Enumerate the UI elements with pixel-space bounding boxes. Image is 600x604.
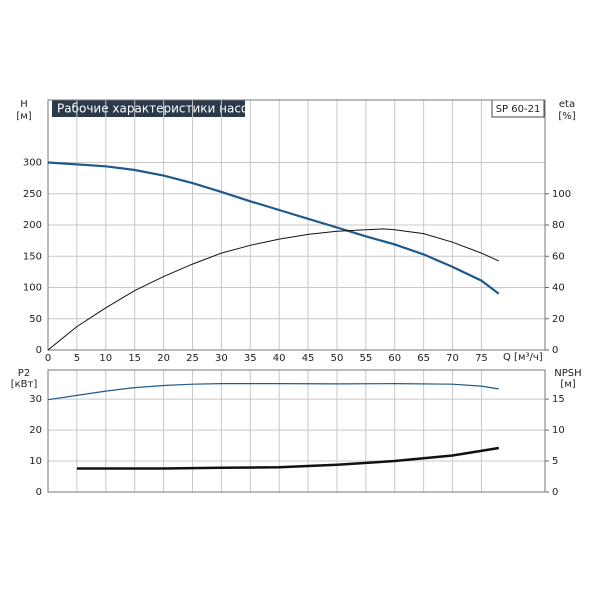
curve (76, 446, 499, 470)
x-tick-label: 45 (302, 353, 315, 364)
x-tick-label: 10 (99, 353, 112, 364)
y2-tick-label: 10 (552, 425, 565, 436)
x-tick-label: 5 (74, 353, 80, 364)
y-tick-label: 0 (36, 487, 42, 498)
y2-axis-label: eta (559, 99, 575, 110)
y-axis-unit: [м] (16, 111, 31, 122)
y2-tick-label: 100 (552, 189, 571, 200)
y2-tick-label: 15 (552, 394, 565, 405)
y-tick-label: 20 (29, 425, 42, 436)
y2-tick-label: 20 (552, 314, 565, 325)
y-tick-label: 50 (29, 314, 42, 325)
x-tick-label: 0 (45, 353, 51, 364)
chart-title: Рабочие характеристики насоса (57, 102, 262, 116)
plot-frame (47, 369, 546, 493)
y-tick-label: 250 (23, 189, 42, 200)
x-axis-label: Q [м³/ч] (503, 352, 543, 363)
curve (47, 228, 500, 351)
y-tick-label: 100 (23, 283, 42, 294)
x-tick-label: 50 (331, 353, 344, 364)
y2-tick-label: 40 (552, 283, 565, 294)
y-tick-label: 200 (23, 220, 42, 231)
x-tick-label: 55 (359, 353, 372, 364)
y-axis-label: H (20, 99, 28, 110)
curve (47, 382, 499, 401)
x-tick-label: 20 (157, 353, 170, 364)
y-tick-label: 150 (23, 251, 42, 262)
x-tick-label: 15 (128, 353, 141, 364)
x-tick-label: 30 (215, 353, 228, 364)
y-tick-label: 30 (29, 394, 42, 405)
y-tick-label: 300 (23, 158, 42, 169)
curve (47, 161, 500, 295)
y2-tick-label: 0 (552, 345, 558, 356)
y2-tick-label: 5 (552, 456, 558, 467)
x-tick-label: 70 (446, 353, 459, 364)
y-axis-label: P2 (18, 368, 30, 379)
x-tick-label: 40 (273, 353, 286, 364)
y2-tick-label: 80 (552, 220, 565, 231)
title-box (52, 100, 245, 117)
plot-frame (47, 99, 546, 351)
y2-axis-unit: [м] (560, 379, 575, 390)
y2-axis-unit: [%] (558, 111, 575, 122)
y-axis-unit: [кВт] (11, 379, 38, 390)
x-tick-label: 25 (186, 353, 199, 364)
y2-tick-label: 0 (552, 487, 558, 498)
x-tick-label: 65 (417, 353, 430, 364)
x-tick-label: 75 (475, 353, 488, 364)
y2-tick-label: 60 (552, 251, 565, 262)
model-label: SP 60-21 (496, 104, 541, 115)
x-tick-label: 60 (388, 353, 401, 364)
x-tick-label: 35 (244, 353, 257, 364)
y-tick-label: 0 (36, 345, 42, 356)
y2-axis-label: NPSH (554, 368, 581, 379)
y-tick-label: 10 (29, 456, 42, 467)
